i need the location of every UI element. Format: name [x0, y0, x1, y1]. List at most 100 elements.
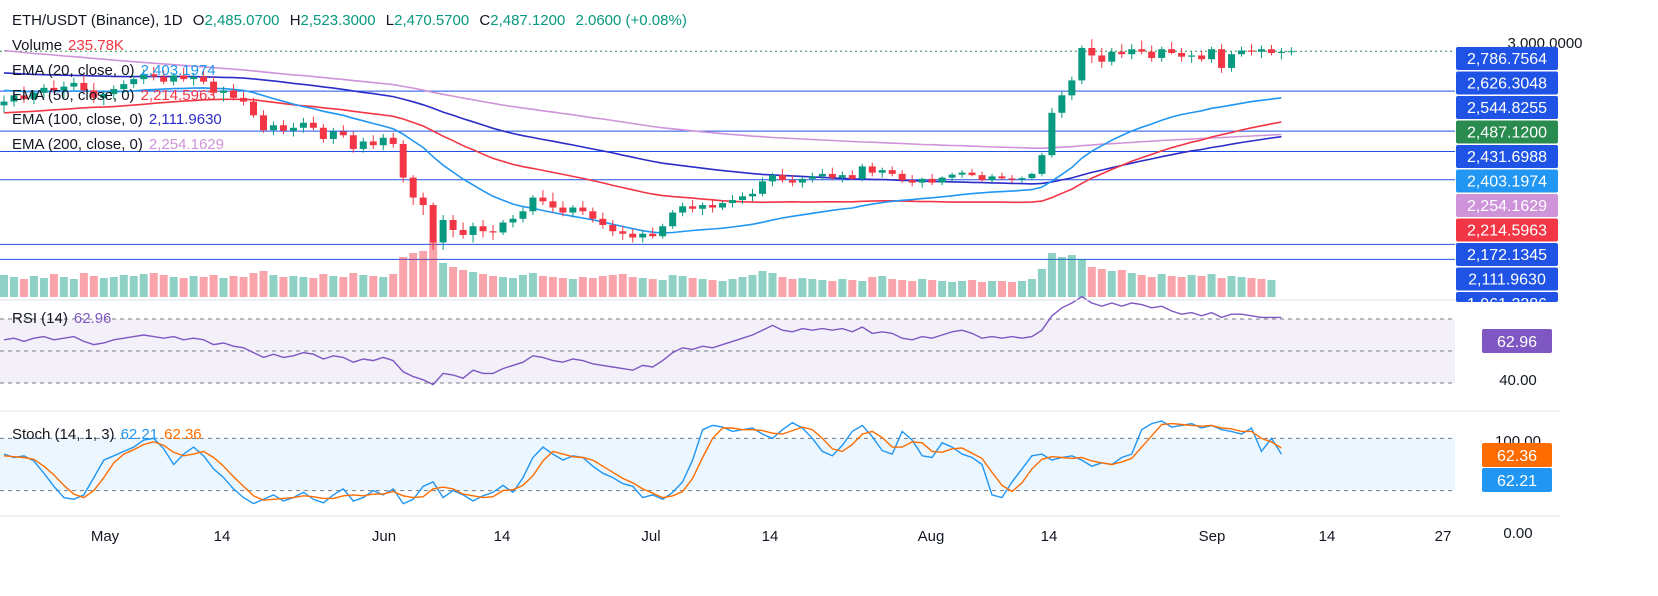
- candle-52: [519, 207, 527, 223]
- volume-bar-119: [1187, 275, 1196, 297]
- candle-59: [589, 207, 597, 223]
- candle-body-15: [150, 74, 158, 77]
- volume-bar-76: [758, 271, 767, 297]
- symbol-header[interactable]: ETH/USDT (Binance), 1D O2,485.0700 H2,52…: [12, 12, 693, 29]
- candle-body-88: [878, 170, 886, 173]
- ohlc-low: L2,470.5700: [385, 12, 470, 29]
- candle-body-98: [978, 175, 986, 181]
- volume-bar-86: [858, 281, 867, 297]
- candle-body-64: [639, 233, 647, 238]
- legend-rsi[interactable]: RSI (14) 62.96: [12, 310, 117, 327]
- candle-129: [1287, 47, 1295, 56]
- candle-body-96: [958, 172, 966, 175]
- ohlc-open: O2,485.0700: [192, 12, 280, 29]
- volume-bar-70: [698, 279, 707, 297]
- volume-bar-69: [688, 278, 697, 297]
- stoch-d-tag-box: [1482, 443, 1552, 467]
- candle-body-46: [459, 229, 467, 235]
- price-tag-9: 2,111.9630: [1456, 267, 1558, 291]
- candle-body-115: [1148, 51, 1156, 58]
- candle-body-106: [1058, 95, 1066, 113]
- candle-body-93: [928, 178, 936, 183]
- time-label-8: Sep: [1199, 528, 1226, 545]
- volume-bar-83: [828, 281, 837, 297]
- candle-body-2: [20, 95, 28, 100]
- volume-bar-29: [289, 276, 298, 297]
- price-tag-box-3: [1456, 120, 1558, 144]
- candle-110: [1098, 47, 1106, 68]
- candle-41: [409, 175, 417, 206]
- volume-bar-105: [1047, 253, 1056, 297]
- candle-body-57: [569, 207, 577, 213]
- candle-body-39: [389, 137, 397, 144]
- legend-ema100[interactable]: EMA (100, close, 0) 2,111.9630: [12, 111, 228, 128]
- candle-body-80: [798, 178, 806, 183]
- volume-bar-126: [1257, 279, 1266, 297]
- volume-bar-125: [1247, 278, 1256, 297]
- legend-ema50[interactable]: EMA (50, close, 0) 2,214.5963: [12, 87, 222, 104]
- volume-bar-66: [658, 280, 667, 297]
- candle-body-3: [30, 92, 38, 100]
- volume-bar-107: [1067, 255, 1076, 297]
- candle-73: [729, 195, 737, 208]
- candle-65: [649, 227, 657, 239]
- candle-117: [1168, 41, 1176, 55]
- volume-bar-106: [1057, 257, 1066, 297]
- stoch-pane: [0, 420, 1455, 505]
- candle-body-17: [170, 75, 178, 82]
- volume-bar-84: [838, 279, 847, 297]
- price-tag-box-6: [1456, 194, 1558, 217]
- price-tag-text-1: 2,626.3048: [1467, 76, 1547, 93]
- symbol-title[interactable]: ETH/USDT (Binance), 1D: [12, 12, 183, 29]
- candle-body-72: [719, 203, 727, 208]
- candle-66: [659, 223, 667, 239]
- candle-43: [429, 202, 437, 250]
- volume-bar-77: [768, 273, 777, 297]
- volume-bar-33: [329, 276, 338, 297]
- candle-body-95: [948, 174, 956, 178]
- candle-body-119: [1188, 55, 1196, 57]
- candle-81: [808, 172, 816, 183]
- candle-116: [1158, 46, 1166, 62]
- candle-60: [599, 212, 607, 229]
- candle-104: [1038, 152, 1046, 177]
- candle-body-12: [120, 84, 128, 90]
- candle-body-54: [539, 197, 547, 202]
- legend-ema200[interactable]: EMA (200, close, 0) 2,254.1629: [12, 136, 230, 153]
- candle-25: [250, 97, 257, 118]
- price-tag-4: 2,431.6988: [1456, 145, 1558, 168]
- volume-bar-28: [279, 277, 288, 297]
- legend-stoch[interactable]: Stoch (14, 1, 3) 62.21 62.36: [12, 426, 208, 443]
- legend-ema20[interactable]: EMA (20, close, 0) 2,403.1974: [12, 62, 222, 79]
- candle-14: [140, 69, 148, 85]
- volume-bar-51: [508, 278, 517, 297]
- candle-88: [878, 167, 886, 178]
- candle-100: [998, 172, 1006, 181]
- candle-body-77: [768, 175, 776, 182]
- volume-bar-19: [189, 276, 198, 297]
- candle-body-109: [1088, 47, 1096, 56]
- price-axis-tags: 2,786.7564 2,626.3048 2,544.8255 2,487.1200…: [1456, 47, 1558, 313]
- legend-ema20-value: 2,403.1974: [140, 62, 216, 79]
- candle-body-5: [50, 87, 58, 91]
- rsi-line: [3, 295, 1282, 386]
- ema100-line: [3, 72, 1282, 185]
- candle-body-30: [299, 122, 307, 128]
- price-tag-box-8: [1456, 243, 1558, 266]
- candle-80: [798, 176, 806, 188]
- candle-112: [1118, 44, 1126, 58]
- stoch-band-fill: [0, 438, 1455, 491]
- candle-body-86: [858, 166, 866, 179]
- candle-body-116: [1158, 49, 1166, 58]
- volume-bar-95: [948, 282, 957, 297]
- candle-50: [499, 220, 507, 235]
- volume-bar-17: [169, 277, 178, 297]
- candle-42: [419, 192, 427, 216]
- candle-body-13: [130, 79, 138, 85]
- candle-body-14: [140, 74, 148, 80]
- legend-volume[interactable]: Volume 235.78K: [12, 37, 130, 54]
- price-tag-text-5: 2,403.1974: [1467, 174, 1547, 191]
- candle-4: [40, 84, 48, 98]
- volume-bar-27: [269, 275, 278, 297]
